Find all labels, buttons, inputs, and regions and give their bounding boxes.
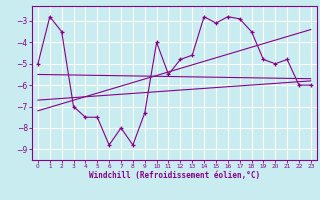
X-axis label: Windchill (Refroidissement éolien,°C): Windchill (Refroidissement éolien,°C) [89,171,260,180]
